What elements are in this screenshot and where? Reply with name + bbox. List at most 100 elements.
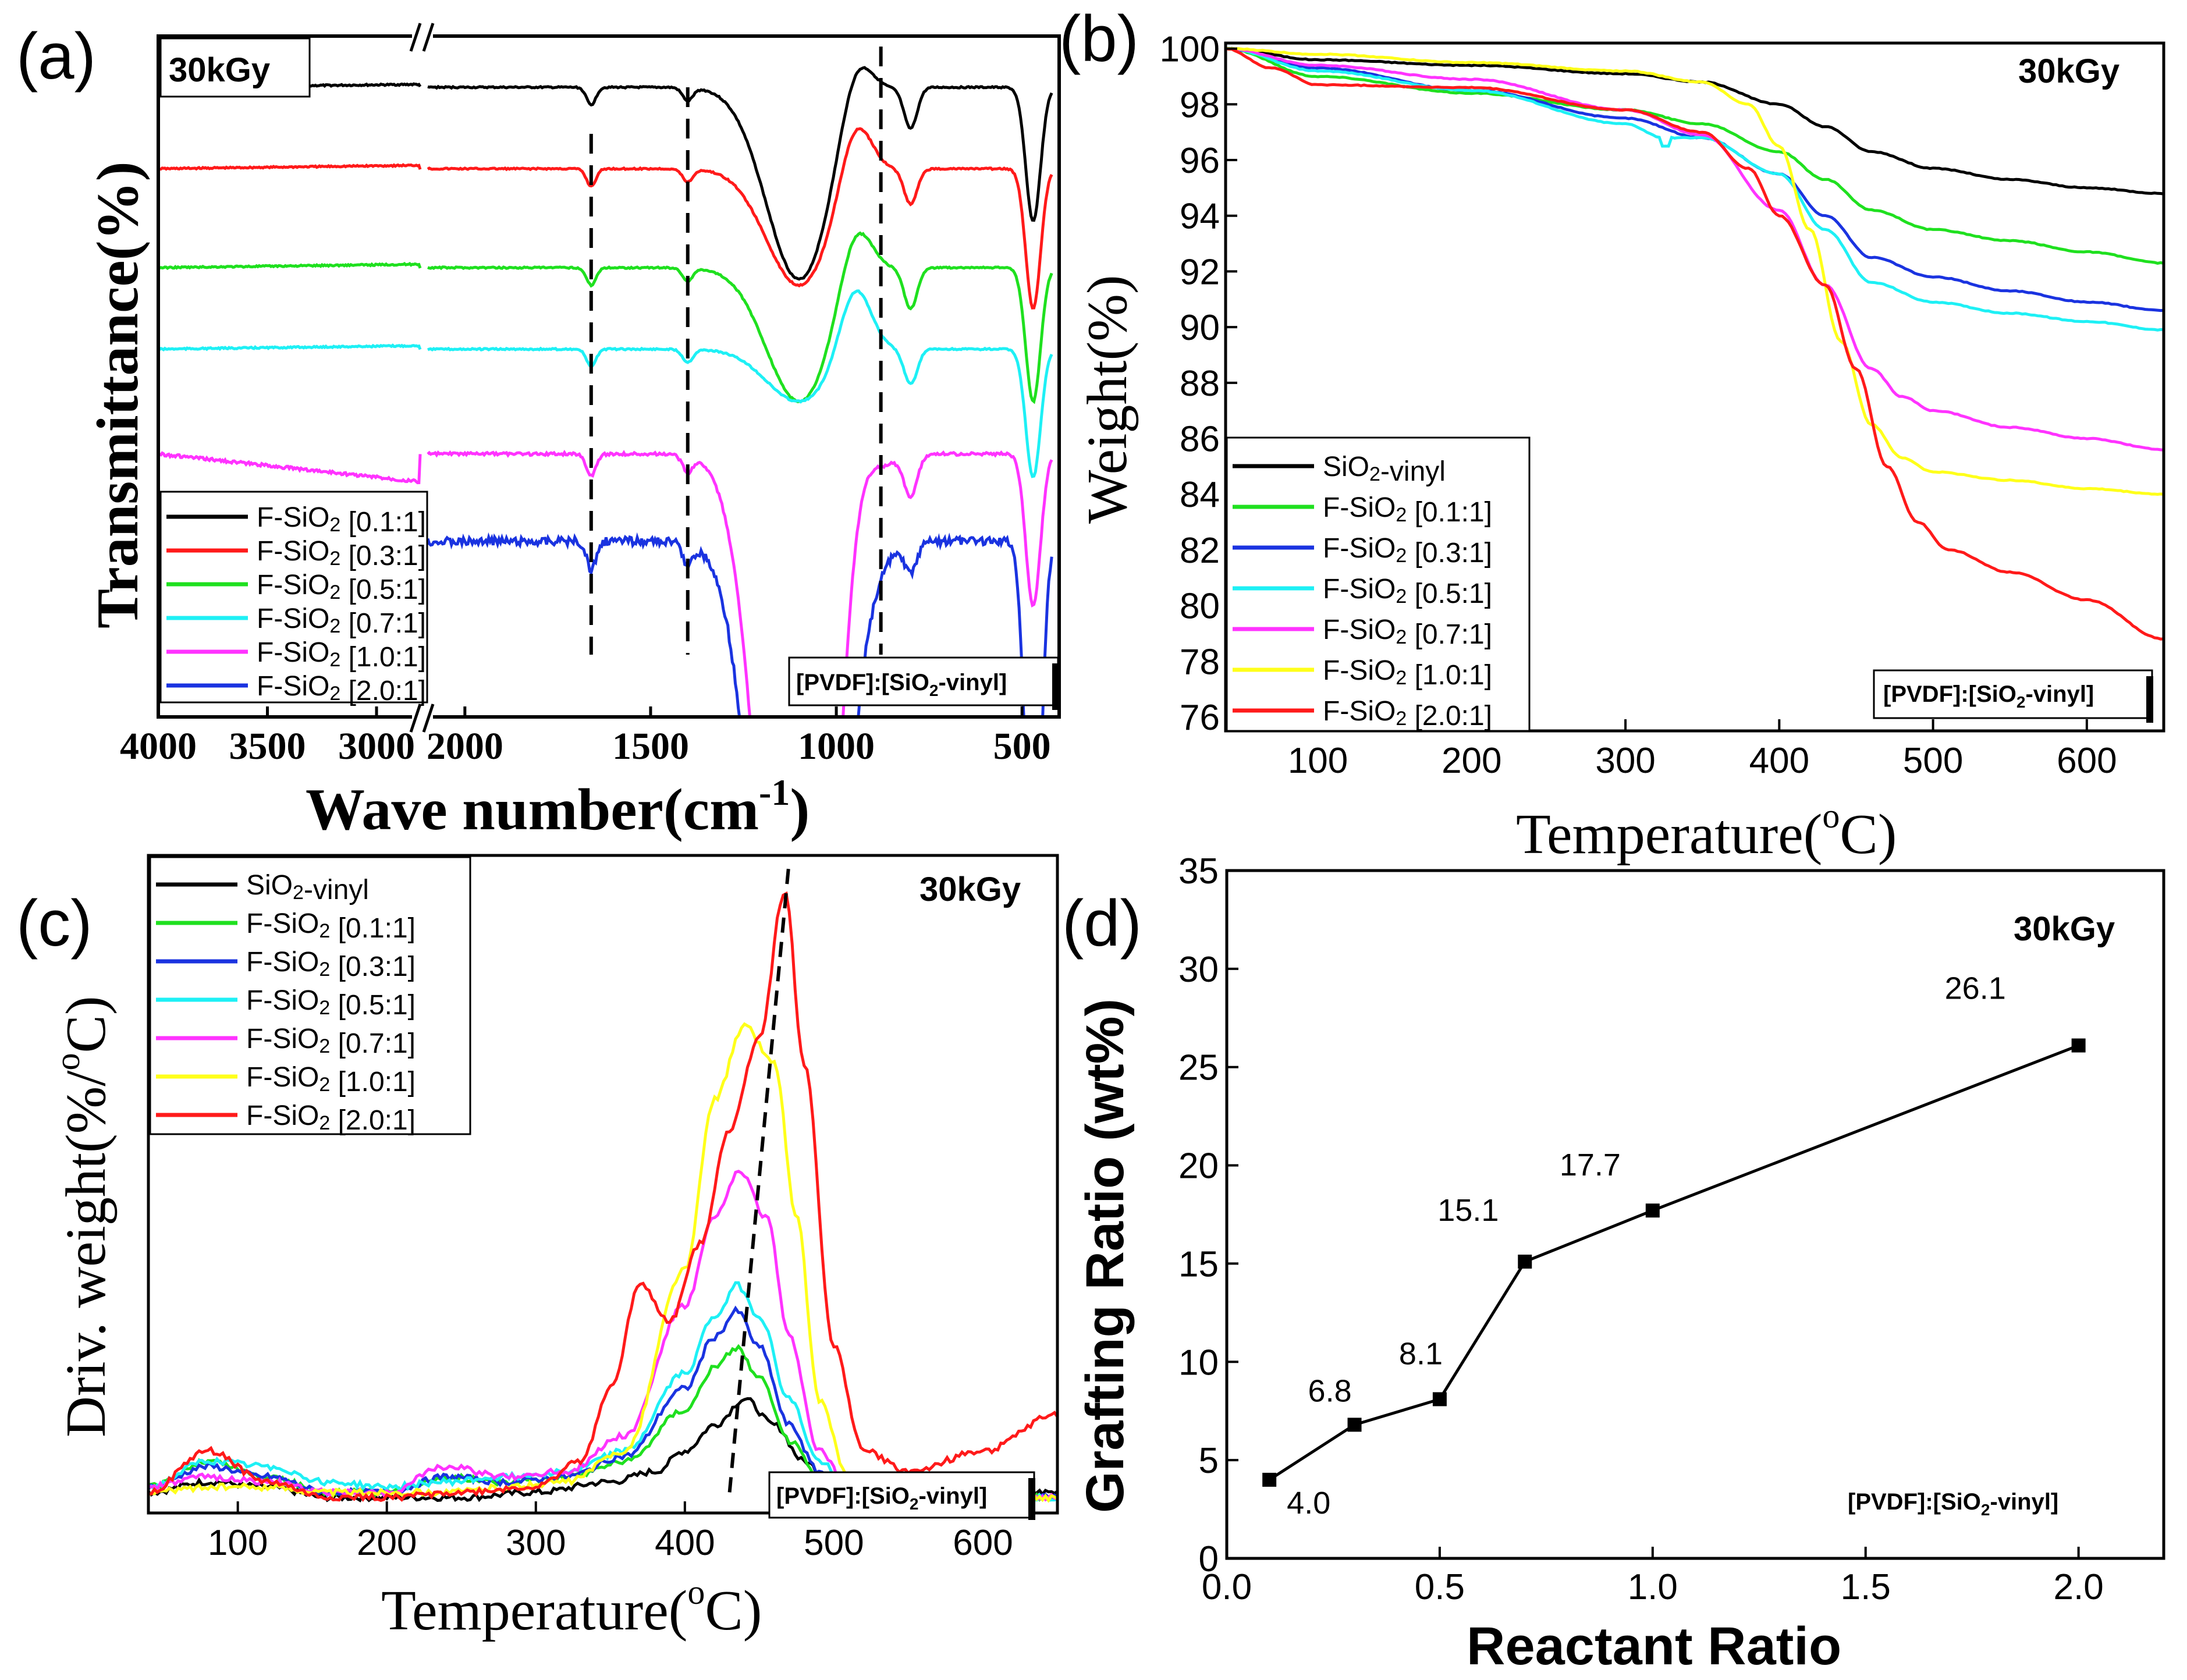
panel-b-x-tick-label: 100: [1288, 741, 1348, 781]
panel-b-y-tick-label: 84: [1180, 475, 1220, 515]
panel-a-legend-entry: F-SiO2 [2.0:1]: [257, 671, 426, 706]
panel-a: (a) 4000 3500 3000 2000 1500 1000 500 30kGy F-…: [16, 20, 1061, 843]
panel-b-y-tick-label: 90: [1180, 308, 1220, 348]
panel-b-y-tick-label: 92: [1180, 252, 1220, 292]
panel-a-legend: F-SiO2 [0.1:1]F-SiO2 [0.3:1]F-SiO2 [0.5:…: [159, 491, 428, 706]
panel-a-legend-entry: F-SiO2 [0.7:1]: [257, 603, 426, 639]
panel-a-series-2-right: [427, 231, 1053, 404]
panel-a-x-tick-label: 4000: [120, 725, 197, 768]
panel-c-legend-entry: SiO2-vinyl: [246, 870, 369, 905]
panel-c-ticks: 100 200 300 400 500 600: [208, 1501, 1013, 1563]
panel-a-series-1-left: [158, 163, 422, 171]
panel-b-x-axis-label: Temperature(oC): [1516, 797, 1897, 866]
panel-d-point: [1645, 1203, 1660, 1218]
panel-d-y-tick-label: 5: [1199, 1441, 1219, 1481]
panel-c-label: (c): [16, 887, 93, 960]
panel-d-point: [1347, 1418, 1362, 1432]
panel-d-y-tick-label: 20: [1178, 1146, 1219, 1187]
panel-c-x-tick-label: 400: [655, 1523, 715, 1563]
panel-d-x-tick-label: 2.0: [2054, 1567, 2104, 1607]
panel-d-data-label: 4.0: [1287, 1486, 1330, 1521]
panel-c-x-tick-label: 200: [357, 1523, 417, 1563]
panel-b-series-6: [1225, 47, 2164, 641]
panel-a-dose-box: [159, 37, 311, 98]
panel-a-x-tick-label: 1000: [798, 725, 875, 768]
panel-c-x-tick-label: 600: [953, 1523, 1013, 1563]
panel-d-y-tick-label: 10: [1178, 1342, 1219, 1383]
panel-d-x-axis-label: Reactant Ratio: [1467, 1617, 1841, 1676]
panel-c-ratio-box: [PVDF]:[SiO2-vinyl]: [768, 1471, 1035, 1520]
panel-a-x-tick-label: 3500: [229, 725, 306, 768]
panel-d-y-tick-label: 0: [1199, 1539, 1219, 1579]
panel-b-frame: [1224, 41, 2165, 733]
panel-a-break-slash-3: [409, 704, 422, 733]
panel-a-legend-entry: F-SiO2 [0.1:1]: [257, 502, 426, 538]
panel-b-legend-box: [1226, 436, 1531, 732]
panel-a-y-axis-label: Transmittance(%): [85, 161, 151, 628]
panel-d-point: [2071, 1038, 2086, 1053]
panel-c-legend-entry: F-SiO2 [2.0:1]: [246, 1100, 416, 1136]
panel-b-legend-entry: F-SiO2 [0.1:1]: [1323, 492, 1492, 528]
panel-b-y-tick-label: 78: [1180, 642, 1220, 682]
panel-d-plot: 4.0 6.8 8.1 15.1 17.7 26.1: [1262, 971, 2086, 1521]
panel-a-frame: [157, 34, 1061, 719]
panel-a-series-0-right: [427, 66, 1053, 281]
panel-c-legend-box: [149, 856, 471, 1135]
panel-b-label: (b): [1059, 2, 1139, 75]
panel-a-legend-entry: F-SiO2 [0.3:1]: [257, 536, 426, 571]
panel-a-series-3-left: [158, 343, 422, 352]
panel-d-y-tick-label: 15: [1178, 1244, 1219, 1284]
panel-c-x-tick-label: 300: [506, 1523, 566, 1563]
panel-b-legend-entry: F-SiO2 [1.0:1]: [1323, 655, 1492, 691]
panel-d-data-label: 26.1: [1945, 971, 2006, 1006]
panel-c-frame: [147, 854, 1059, 1515]
panel-d-data-label: 6.8: [1308, 1373, 1352, 1408]
panel-b-legend-entry: SiO2-vinyl: [1323, 452, 1446, 487]
panel-c-legend-entry: F-SiO2 [0.1:1]: [246, 908, 416, 944]
panel-b-y-tick-label: 82: [1180, 531, 1220, 571]
panel-a-break-slash-2: [422, 23, 435, 52]
panel-d-y-tick-label: 25: [1178, 1048, 1219, 1088]
panel-b-x-tick-label: 600: [2057, 741, 2117, 781]
panel-b-legend-entry: F-SiO2 [0.3:1]: [1323, 533, 1492, 569]
panel-c-legend-entry: F-SiO2 [0.7:1]: [246, 1024, 416, 1059]
panel-a-x-ticks: 4000 3500 3000 2000 1500 1000 500: [120, 706, 1051, 768]
panel-c-series-4: [148, 1170, 1057, 1503]
panel-c-legend-entry: F-SiO2 [0.5:1]: [246, 985, 416, 1021]
panel-b-series-4: [1225, 47, 2164, 452]
panel-c-legend-entry: F-SiO2 [1.0:1]: [246, 1062, 416, 1097]
panel-b-y-tick-label: 76: [1180, 698, 1220, 738]
panel-b-x-tick-label: 300: [1595, 741, 1655, 781]
panel-a-series-3-right: [427, 289, 1053, 478]
panel-b-x-tick-label: 400: [1749, 741, 1809, 781]
panel-d-x-tick-label: 1.0: [1628, 1567, 1678, 1607]
panel-b-y-tick-label: 100: [1160, 30, 1220, 70]
panel-d-ticks: 0.0 0.5 1.0 1.5 2.0 0 5 10 15 20 25 30 35: [1178, 851, 2104, 1607]
panel-a-legend-entry: F-SiO2 [1.0:1]: [257, 637, 426, 673]
panel-b-y-tick-label: 98: [1180, 85, 1220, 125]
panel-a-ratio-label: [PVDF]:[SiO2-vinyl]: [796, 670, 1007, 699]
panel-c-legend-entry: F-SiO2 [0.3:1]: [246, 947, 416, 982]
panel-d-data-label: 17.7: [1560, 1148, 1621, 1182]
panel-a-dashed-markers: [589, 47, 883, 655]
panel-b-legend: SiO2-vinyl F-SiO2 [0.1:1] F-SiO2 [0.3:1] F-…: [1226, 436, 1531, 732]
panel-b-y-tick-label: 86: [1180, 420, 1220, 460]
panel-c-series-6: [148, 891, 1057, 1503]
panel-a-ratio-box: [PVDF]:[SiO2-vinyl]: [788, 656, 1059, 710]
panel-b: (b) 100 200 300 400 500 600 76 78 80 82 84 86 88 90 92…: [1059, 2, 2165, 866]
panel-a-series-4-left: [158, 451, 422, 485]
panel-c-ratio-label: [PVDF]:[SiO2-vinyl]: [776, 1483, 987, 1513]
panel-a-dose-label: 30kGy: [169, 51, 270, 89]
panel-d-y-tick-label: 30: [1178, 950, 1219, 990]
panel-c-x-tick-label: 500: [804, 1523, 864, 1563]
panel-d: (d) 0.0 0.5 1.0 1.5 2.0 0 5 10 15 20 25 30 35 4.0 6.8…: [1062, 851, 2165, 1676]
panel-a-legend-box: [159, 491, 428, 704]
panel-b-y-axis-label: Weight(%): [1076, 275, 1139, 524]
panel-b-series-5: [1225, 47, 2164, 496]
panel-a-legend-entry: F-SiO2 [0.5:1]: [257, 570, 426, 605]
panel-d-line: [1268, 1044, 2079, 1482]
panel-b-series-1: [1225, 47, 2164, 265]
panel-a-series-1-right: [427, 127, 1053, 310]
